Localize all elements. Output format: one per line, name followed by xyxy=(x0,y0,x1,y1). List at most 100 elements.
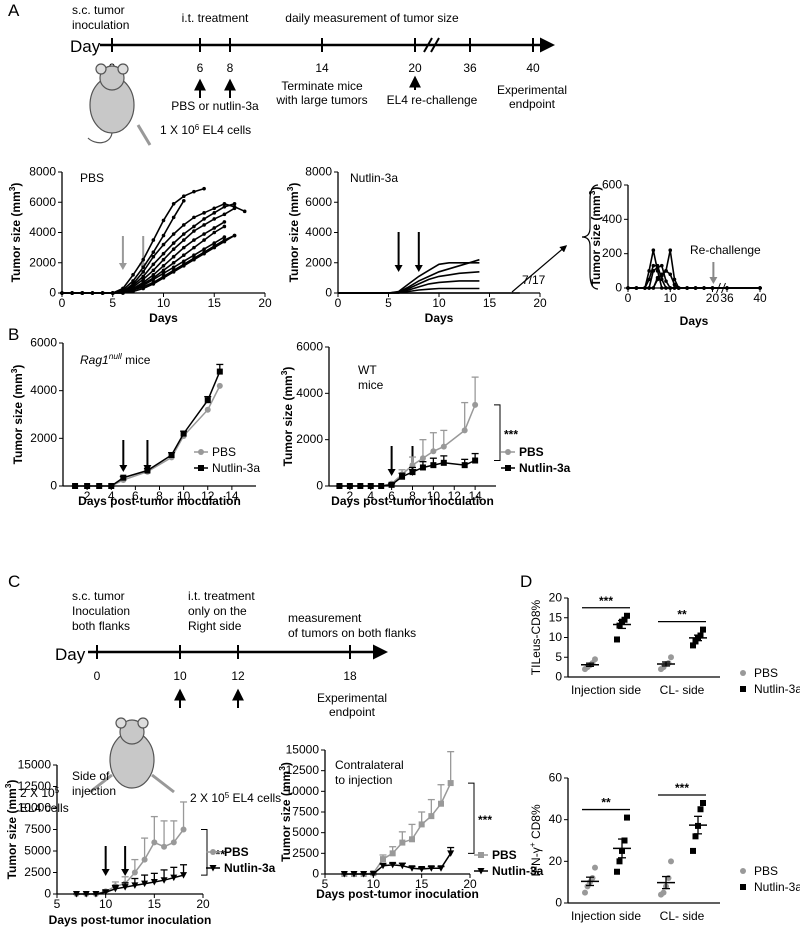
marker xyxy=(170,839,177,846)
legend-label: Nutlin-3a xyxy=(754,880,800,894)
y-tick-label: 7500 xyxy=(24,822,51,836)
x-tick-label: 10 xyxy=(99,897,113,911)
legend-marker xyxy=(740,884,746,890)
marker xyxy=(144,467,151,474)
timeline-text: endpoint xyxy=(329,705,376,719)
significance: *** xyxy=(599,594,613,608)
marker xyxy=(182,198,186,203)
y-tick-label: 0 xyxy=(316,479,323,493)
tick-label: 14 xyxy=(315,61,329,75)
timeline-text: Right side xyxy=(188,619,242,633)
panel-label: B xyxy=(8,325,19,344)
marker xyxy=(346,483,353,489)
marker xyxy=(419,464,426,471)
marker xyxy=(72,891,80,898)
timeline-text: only on the xyxy=(188,604,247,618)
marker xyxy=(659,286,664,290)
y-tick-label: 0 xyxy=(312,867,319,881)
marker xyxy=(141,274,145,279)
legend-marker xyxy=(505,465,511,471)
text-part: Tumor size (mm xyxy=(11,373,25,464)
treatment-arrow xyxy=(387,446,396,476)
marker xyxy=(592,656,598,663)
marker xyxy=(427,865,435,872)
marker xyxy=(624,612,630,619)
marker xyxy=(212,211,217,215)
x-tick-label: Injection side xyxy=(571,909,641,923)
marker xyxy=(702,286,706,290)
text-part: mice xyxy=(122,353,151,367)
sem-bar xyxy=(586,662,594,667)
legend-label: Nutlin-3a xyxy=(492,864,544,878)
marker xyxy=(161,257,166,262)
y-tick-label: 8000 xyxy=(29,165,56,179)
significance: *** xyxy=(478,813,492,827)
marker xyxy=(472,401,479,408)
error-bar xyxy=(170,820,178,843)
marker xyxy=(141,270,145,274)
marker xyxy=(216,382,223,389)
timeline-text: EL4 re-challenge xyxy=(387,93,478,107)
tick-label: 6 xyxy=(197,61,204,75)
marker xyxy=(664,279,668,283)
tick-label: 18 xyxy=(343,669,357,683)
text-part: ) xyxy=(9,183,23,187)
timeline-ticks xyxy=(111,38,534,52)
text-part: 3 xyxy=(3,783,13,788)
marker xyxy=(161,242,166,247)
legend-marker xyxy=(209,865,217,872)
marker xyxy=(151,250,156,254)
marker xyxy=(182,253,186,257)
marker xyxy=(472,457,479,464)
y-tick-label: 2000 xyxy=(29,255,56,269)
marker xyxy=(131,869,138,876)
cell-dose: 1 X 106 EL4 cells xyxy=(160,123,251,138)
y-tick-label: 6000 xyxy=(29,195,56,209)
marker xyxy=(192,245,196,250)
marker xyxy=(192,257,196,262)
marker xyxy=(182,232,186,236)
marker xyxy=(672,286,677,290)
marker xyxy=(369,871,377,878)
sem-bar xyxy=(618,838,626,859)
marker xyxy=(182,194,186,198)
marker xyxy=(367,483,374,489)
marker xyxy=(461,427,468,434)
x-tick-label: 10 xyxy=(367,877,381,891)
marker xyxy=(664,269,668,273)
marker xyxy=(624,814,630,821)
text-part: Tumor size (mm xyxy=(589,195,603,286)
text-part: IFN-γ xyxy=(529,847,543,876)
text-part: EL4 cells xyxy=(199,123,251,137)
y-tick-label: 7500 xyxy=(292,805,319,819)
marker xyxy=(616,858,623,865)
marker xyxy=(182,245,186,250)
marker xyxy=(182,259,186,264)
text-part: 6 xyxy=(195,123,200,132)
error-bar xyxy=(419,439,427,459)
error-bar xyxy=(437,784,445,804)
x-tick-label: 40 xyxy=(753,291,767,305)
tick-label: 10 xyxy=(173,669,187,683)
marker xyxy=(592,864,598,871)
error-bar xyxy=(447,751,455,784)
marker xyxy=(171,254,176,259)
legend-marker xyxy=(740,686,746,692)
marker xyxy=(430,448,437,455)
legend-label: Nutlin-3a xyxy=(519,461,571,475)
marker xyxy=(141,277,145,282)
text-part: 1 X 10 xyxy=(160,123,195,137)
marker xyxy=(192,215,196,220)
mouse-icon xyxy=(89,717,175,794)
marker xyxy=(202,251,206,256)
marker xyxy=(192,253,196,257)
marker xyxy=(690,847,696,854)
marker xyxy=(700,626,706,633)
annotation: Rag1null mice xyxy=(80,351,151,367)
marker xyxy=(161,276,166,280)
error-bar xyxy=(180,801,188,830)
tick-label: 12 xyxy=(231,669,245,683)
marker xyxy=(202,247,206,251)
marker xyxy=(626,286,630,290)
